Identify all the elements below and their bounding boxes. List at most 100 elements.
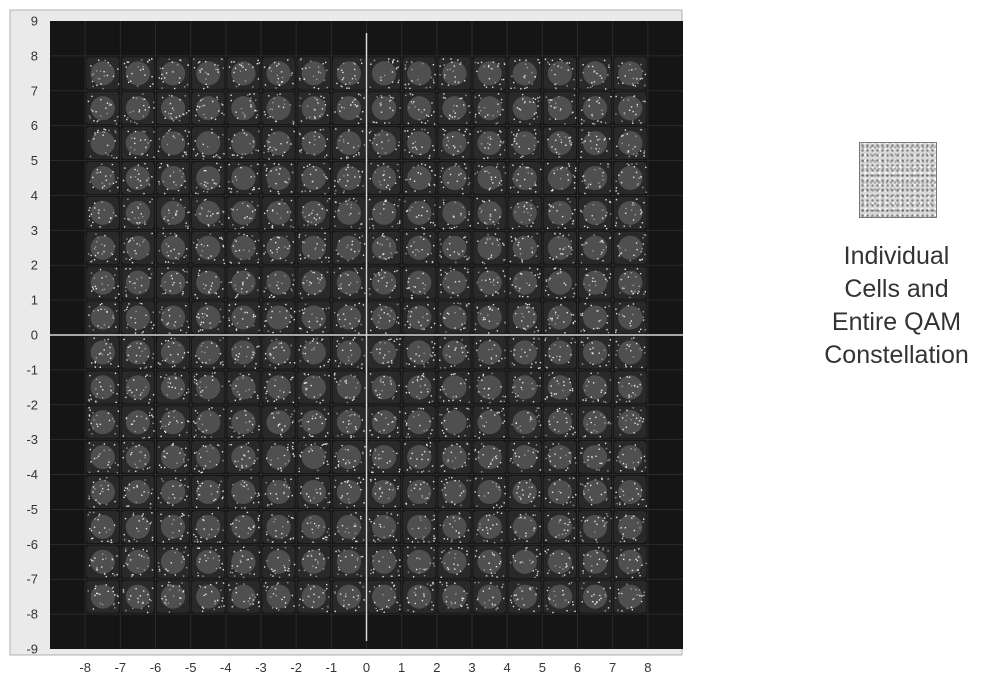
noise-sample (243, 217, 246, 219)
noise-sample (390, 360, 393, 362)
constellation-point (508, 196, 541, 230)
noise-sample (160, 520, 162, 522)
constellation-point (508, 475, 541, 509)
point-cloud-core (266, 549, 291, 574)
noise-sample (533, 313, 535, 315)
noise-sample (250, 496, 252, 499)
noise-sample (552, 600, 555, 602)
noise-sample (572, 504, 575, 507)
noise-sample (186, 431, 188, 434)
noise-sample (559, 457, 562, 459)
noise-sample (109, 217, 112, 219)
noise-sample (601, 389, 603, 392)
noise-sample (100, 243, 103, 246)
noise-sample (491, 551, 493, 554)
noise-sample (248, 420, 251, 423)
noise-sample (149, 277, 152, 279)
noise-sample (421, 226, 424, 229)
noise-sample (442, 452, 445, 454)
noise-sample (116, 573, 118, 576)
noise-sample (390, 383, 393, 385)
noise-sample (416, 248, 419, 251)
noise-sample (222, 568, 225, 571)
noise-sample (570, 425, 572, 428)
noise-sample (313, 522, 316, 525)
point-cloud-core (547, 305, 573, 330)
point-cloud-core (512, 584, 537, 609)
noise-sample (415, 537, 417, 540)
noise-sample (377, 538, 379, 541)
noise-sample (187, 391, 190, 393)
noise-sample (290, 199, 293, 202)
noise-sample (404, 412, 407, 414)
noise-sample (494, 414, 496, 416)
noise-sample (270, 170, 272, 172)
constellation-point (86, 231, 119, 264)
constellation-point (578, 266, 612, 299)
noise-sample (468, 386, 471, 388)
noise-sample (298, 470, 300, 473)
noise-sample (324, 456, 326, 458)
noise-sample (89, 181, 92, 183)
noise-sample (597, 309, 599, 312)
noise-sample (266, 560, 268, 562)
noise-sample (355, 428, 357, 430)
noise-sample (467, 271, 469, 273)
noise-sample (572, 601, 574, 603)
noise-sample (482, 453, 484, 456)
noise-sample (377, 321, 380, 323)
constellation-point (156, 161, 190, 195)
noise-sample (160, 343, 163, 345)
noise-sample (524, 549, 527, 552)
noise-sample (421, 249, 423, 251)
noise-sample (504, 349, 506, 352)
noise-sample (327, 501, 329, 504)
noise-sample (277, 190, 279, 193)
noise-sample (347, 199, 350, 201)
noise-sample (413, 416, 415, 418)
noise-sample (533, 527, 536, 529)
noise-sample (583, 493, 585, 495)
noise-sample (439, 524, 442, 526)
noise-sample (625, 400, 628, 403)
noise-sample (168, 611, 171, 613)
point-cloud-core (336, 410, 362, 435)
noise-sample (498, 489, 501, 491)
noise-sample (591, 280, 594, 282)
noise-sample (423, 540, 425, 543)
noise-sample (313, 497, 315, 499)
noise-sample (386, 512, 388, 514)
noise-sample (107, 412, 110, 415)
noise-sample (389, 245, 391, 247)
noise-sample (251, 356, 253, 359)
noise-sample (399, 338, 401, 340)
noise-sample (230, 191, 232, 193)
noise-sample (380, 413, 383, 416)
noise-sample (238, 232, 240, 235)
noise-sample (157, 497, 160, 499)
noise-sample (555, 536, 557, 538)
noise-sample (573, 292, 576, 295)
noise-sample (445, 428, 448, 431)
noise-sample (354, 330, 356, 332)
noise-sample (538, 407, 540, 409)
noise-sample (587, 455, 589, 458)
noise-sample (565, 539, 567, 542)
noise-sample (496, 322, 499, 325)
noise-sample (209, 288, 212, 291)
noise-sample (340, 497, 342, 499)
noise-sample (562, 248, 564, 251)
noise-sample (196, 538, 198, 541)
noise-sample (554, 232, 556, 234)
noise-sample (140, 343, 142, 345)
noise-sample (640, 328, 642, 331)
noise-sample (562, 253, 564, 255)
constellation-point (121, 196, 155, 229)
noise-sample (195, 506, 198, 508)
noise-sample (315, 218, 317, 221)
noise-sample (202, 607, 205, 609)
noise-sample (514, 254, 516, 257)
noise-sample (625, 207, 627, 210)
noise-sample (126, 251, 129, 253)
noise-sample (386, 238, 388, 240)
